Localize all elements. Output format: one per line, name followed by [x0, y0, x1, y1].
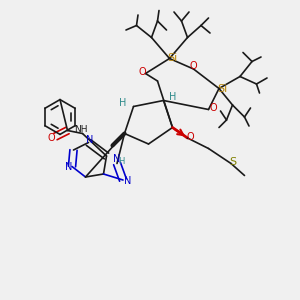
Text: O: O — [47, 133, 55, 143]
Text: N: N — [86, 135, 94, 145]
Text: O: O — [190, 61, 197, 71]
Text: N: N — [124, 176, 131, 186]
Text: O: O — [187, 132, 194, 142]
Text: S: S — [229, 157, 236, 167]
Text: O: O — [209, 103, 217, 113]
Text: O: O — [139, 67, 146, 77]
Text: H: H — [119, 98, 127, 109]
Text: N: N — [65, 162, 72, 172]
Text: Si: Si — [167, 52, 178, 63]
Text: Si: Si — [217, 83, 227, 94]
Text: N: N — [113, 154, 121, 164]
Text: NH: NH — [74, 125, 88, 134]
Text: H: H — [118, 157, 124, 166]
Text: H: H — [169, 92, 176, 103]
